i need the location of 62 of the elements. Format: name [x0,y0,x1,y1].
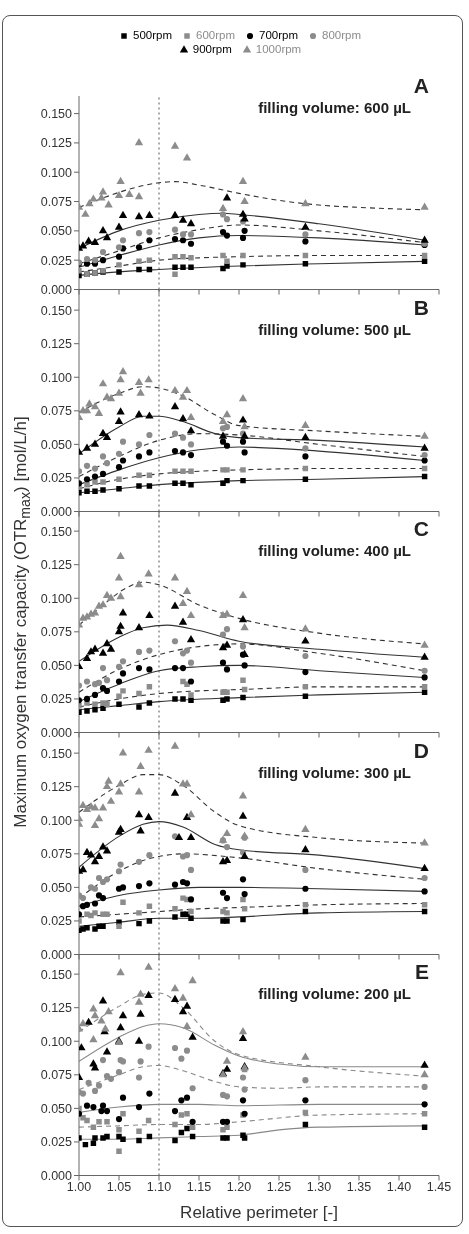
y-tick-label: 0.050 [40,658,73,673]
y-tick-label: 0.075 [40,1068,73,1083]
legend-label: 1000rpm [255,43,302,55]
y-tick-label: 0.125 [40,136,73,151]
y-tick-label: 0.000 [40,282,73,297]
annotation: filling volume: 200 µL [258,985,411,1002]
y-tick-label: 0.150 [40,303,73,318]
legend-label: 700rpm [259,29,298,41]
y-tick-label: 0.125 [40,558,73,573]
y-tick-label: 0.025 [40,253,73,268]
legend-label: 900rpm [192,43,232,55]
x-tick-label: 1.25 [266,1180,292,1195]
y-tick-label: 0.050 [40,224,73,239]
y-tick-label: 0.075 [40,194,73,209]
y-tick-label: 0.050 [40,437,73,452]
legend-label: 500rpm [133,29,172,41]
y-tick-label: 0.125 [40,1001,73,1016]
x-axis-title: Relative perimeter [-] [180,1202,338,1222]
y-tick-label: 0.100 [40,165,73,180]
y-tick-label: 0.050 [40,1101,73,1116]
annotation: B [413,295,429,320]
y-tick-label: 0.150 [40,746,73,761]
x-tick-label: 1.00 [66,1180,92,1195]
x-tick-label: 1.40 [386,1180,412,1195]
annotation: C [413,517,429,541]
y-tick-label: 0.150 [40,107,73,122]
y-tick-label: 0.100 [40,591,73,606]
y-tick-label: 0.150 [40,967,73,982]
y-tick-label: 0.075 [40,846,73,861]
y-tick-label: 0.050 [40,880,73,895]
x-tick-label: 1.20 [226,1180,252,1195]
annotation: E [414,960,429,984]
x-tick-label: 1.35 [346,1180,372,1195]
y-tick-label: 0.100 [40,813,73,828]
y-tick-label: 0.025 [40,470,73,485]
x-tick-label: 1.15 [186,1180,212,1195]
y-tick-label: 0.000 [40,504,73,519]
y-tick-label: 0.125 [40,779,73,794]
legend-label: 600rpm [196,29,235,41]
annotation: A [413,74,429,98]
annotation: filling volume: 400 µL [258,542,411,559]
y-tick-label: 0.000 [40,1168,73,1183]
y-tick-label: 0.025 [40,692,73,707]
x-tick-label: 1.45 [426,1180,452,1195]
x-tick-label: 1.10 [146,1180,172,1195]
x-tick-label: 1.30 [306,1180,332,1195]
annotation: filling volume: 500 µL [258,320,411,338]
legend-label: 800rpm [322,29,361,41]
annotation: filling volume: 300 µL [258,763,411,781]
y-tick-label: 0.150 [40,524,73,539]
annotation: filling volume: 600 µL [258,99,411,116]
y-tick-label: 0.125 [40,336,73,351]
y-tick-label: 0.075 [40,403,73,418]
y-tick-label: 0.075 [40,625,73,640]
y-tick-label: 0.025 [40,1135,73,1150]
y-tick-label: 0.025 [40,913,73,928]
y-tick-label: 0.000 [40,947,73,962]
y-tick-label: 0.100 [40,1034,73,1049]
y-tick-label: 0.100 [40,370,73,385]
annotation: D [413,738,429,763]
y-tick-label: 0.000 [40,725,73,740]
x-tick-label: 1.05 [106,1180,132,1195]
